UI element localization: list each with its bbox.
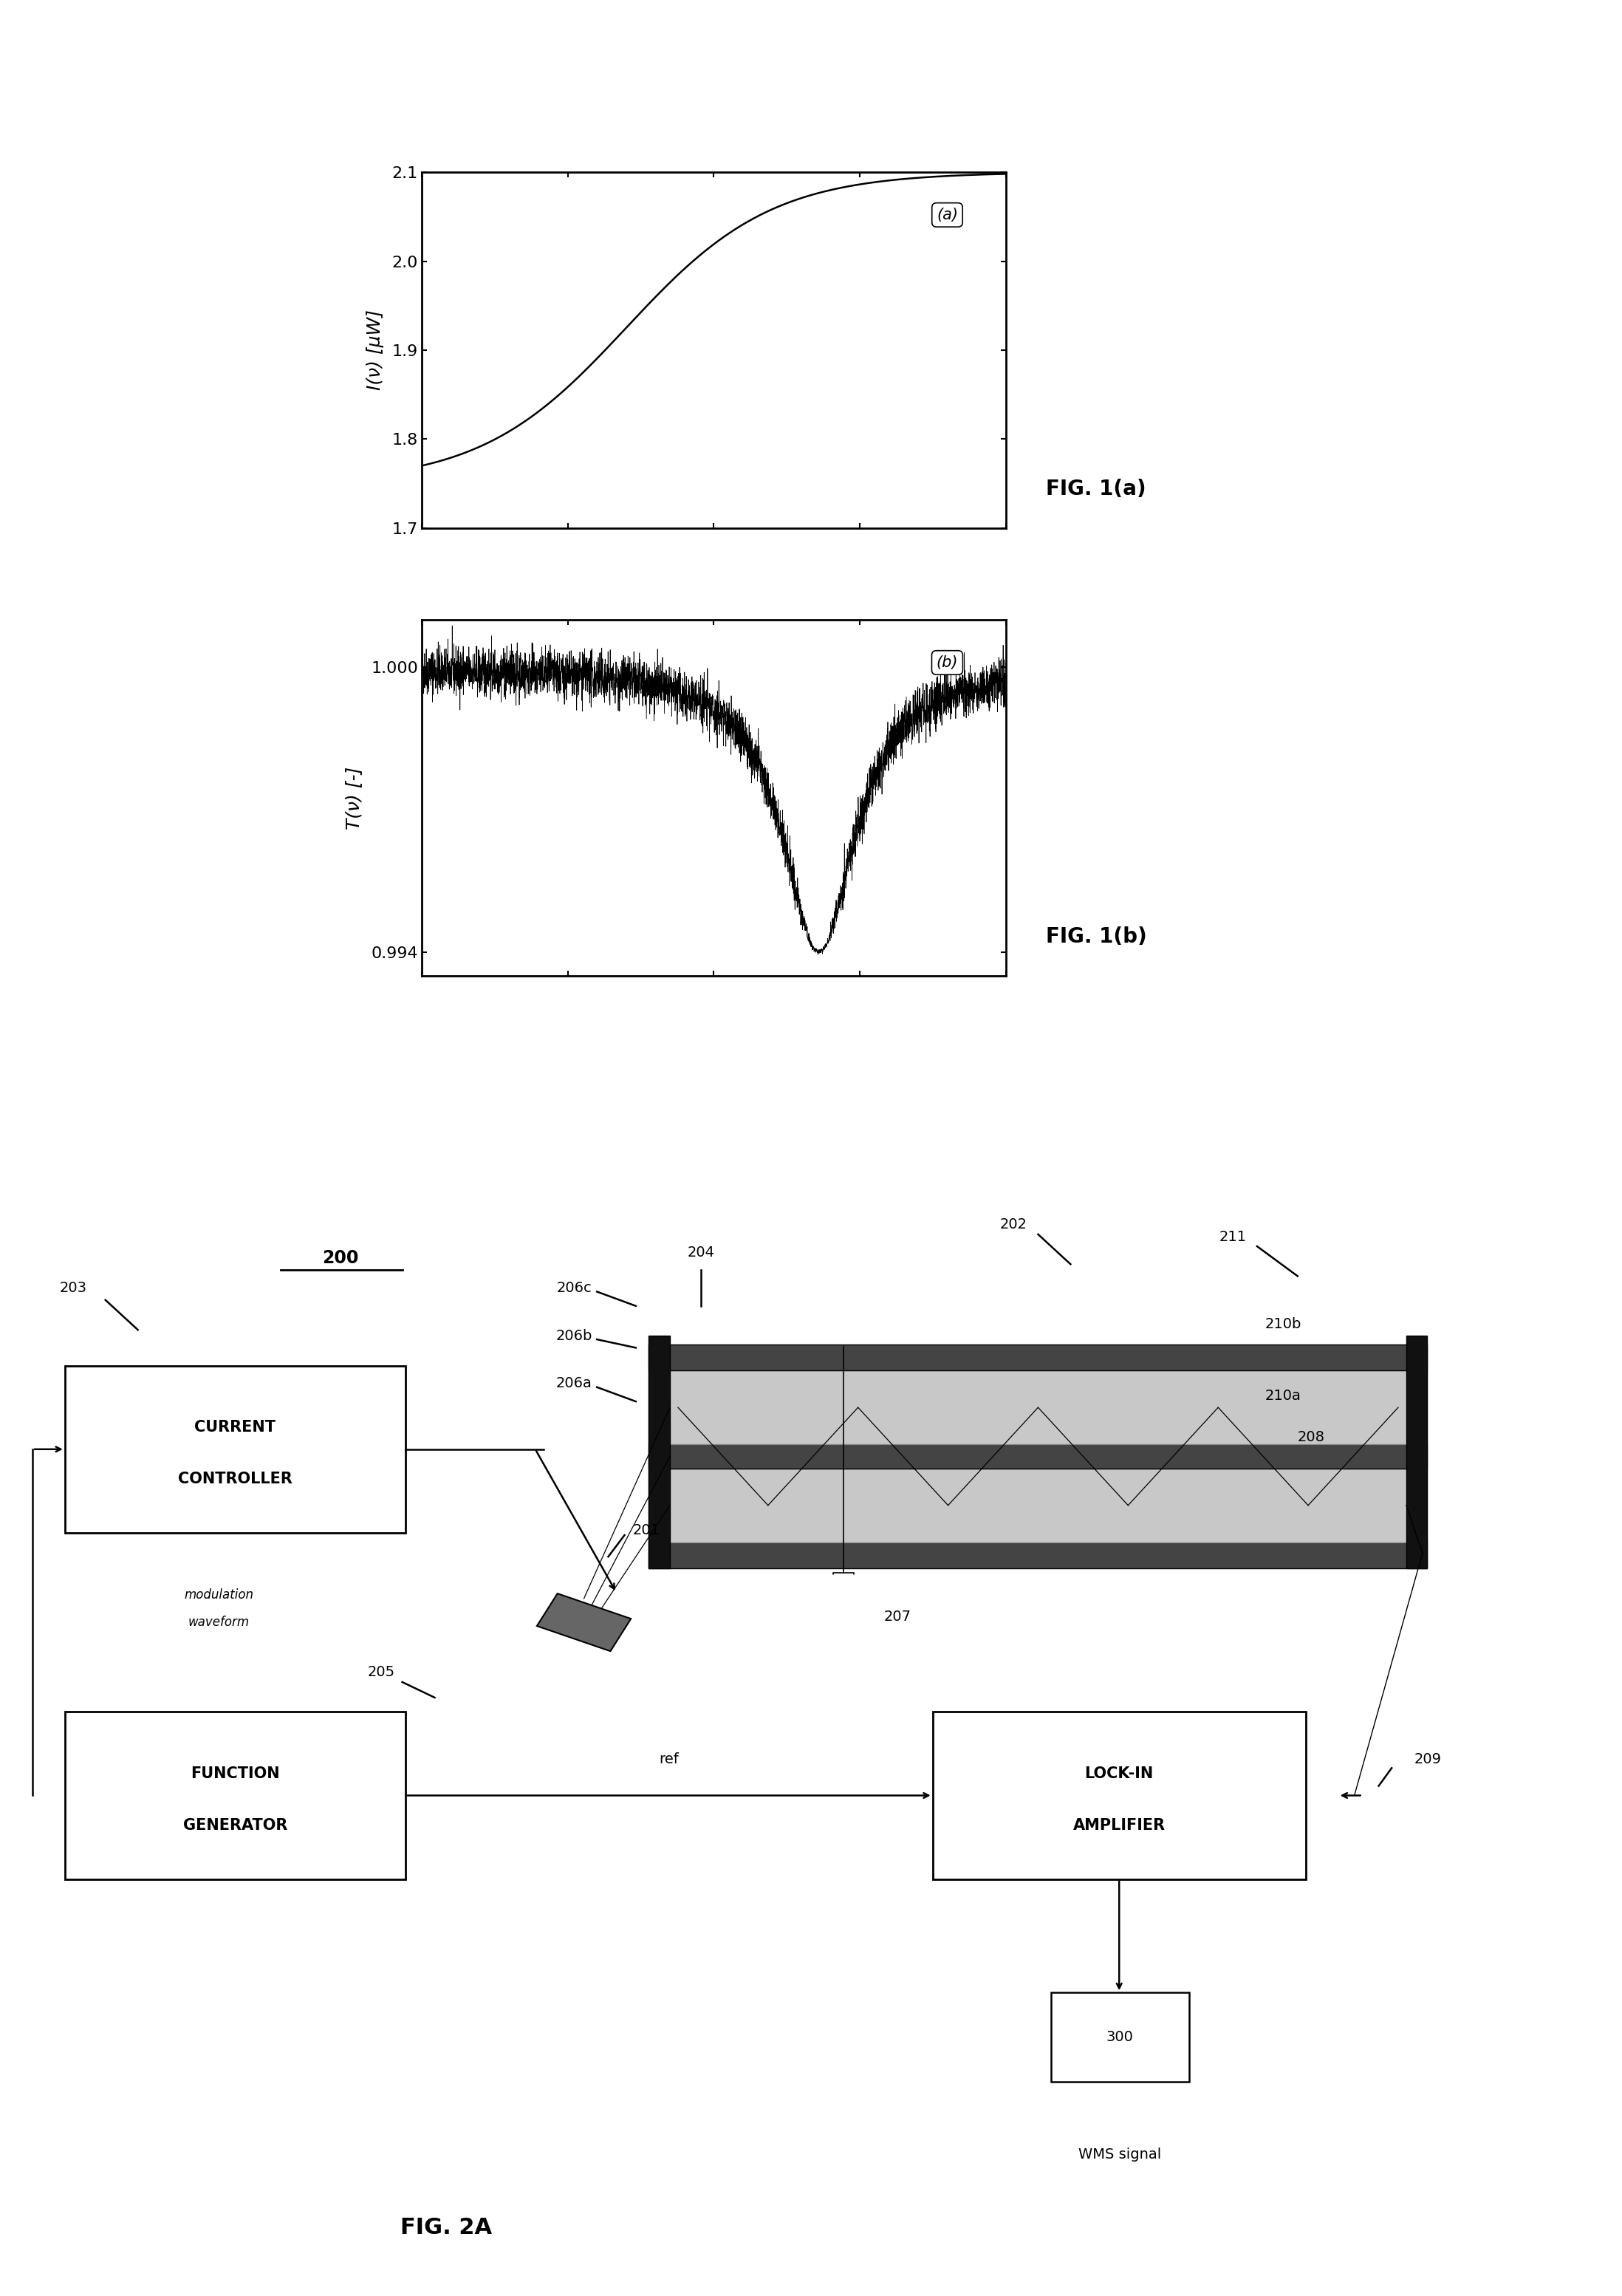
Bar [649, 1543, 1427, 1568]
Text: 207: 207 [884, 1609, 912, 1623]
Text: 210b: 210b [1265, 1318, 1301, 1332]
Polygon shape [537, 1593, 631, 1651]
Y-axis label: T(ν) [-]: T(ν) [-] [345, 767, 363, 829]
Text: 209: 209 [1414, 1752, 1442, 1766]
Text: (b): (b) [936, 654, 959, 670]
Text: FIG. 1(b): FIG. 1(b) [1046, 925, 1147, 948]
Bar [649, 1444, 1427, 1469]
Text: 204: 204 [688, 1244, 714, 1258]
Text: 201: 201 [633, 1525, 660, 1538]
Bar [649, 1343, 1427, 1371]
Text: CONTROLLER: CONTROLLER [178, 1472, 292, 1488]
Text: FIG. 1(a): FIG. 1(a) [1046, 478, 1147, 501]
Text: modulation: modulation [185, 1589, 253, 1603]
Text: 211: 211 [1220, 1231, 1246, 1244]
Y-axis label: I(ν) [μW]: I(ν) [μW] [367, 310, 384, 390]
Text: 208: 208 [1298, 1430, 1325, 1444]
Text: WMS signal: WMS signal [1079, 2147, 1161, 2163]
Text: 202: 202 [1001, 1217, 1027, 1231]
Text: LOCK-IN: LOCK-IN [1085, 1766, 1153, 1782]
Text: waveform: waveform [188, 1616, 250, 1628]
Text: 200: 200 [323, 1249, 358, 1267]
Text: 206a: 206a [556, 1378, 592, 1391]
Text: 206c: 206c [556, 1281, 592, 1295]
Text: 210a: 210a [1265, 1389, 1301, 1403]
Text: CURRENT: CURRENT [195, 1421, 276, 1435]
Bar [65, 1366, 406, 1534]
Text: ref: ref [659, 1752, 680, 1766]
Text: GENERATOR: GENERATOR [183, 1818, 287, 1832]
Text: (a): (a) [936, 207, 959, 223]
Bar [649, 1336, 670, 1568]
Text: FIG. 2A: FIG. 2A [401, 2218, 491, 2239]
Text: FUNCTION: FUNCTION [191, 1766, 279, 1782]
Bar [1051, 1993, 1189, 2082]
Text: 203: 203 [60, 1281, 86, 1295]
Bar [65, 1713, 406, 1878]
Text: 300: 300 [1106, 2030, 1134, 2043]
Text: 205: 205 [368, 1665, 394, 1678]
Text: AMPLIFIER: AMPLIFIER [1074, 1818, 1165, 1832]
Bar [933, 1713, 1306, 1878]
Bar [649, 1371, 1427, 1444]
Bar [649, 1469, 1427, 1543]
Bar [1406, 1336, 1427, 1568]
Text: 206b: 206b [556, 1329, 592, 1343]
